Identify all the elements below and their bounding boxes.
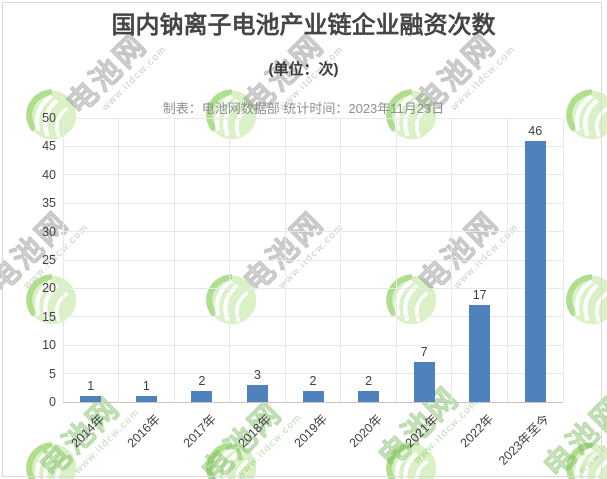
watermark-ball-logo-icon: [26, 89, 78, 141]
v-gridline: [506, 118, 508, 402]
bar-value-label: 1: [142, 379, 150, 393]
bar-value-label: 17: [472, 288, 487, 302]
watermark-ball-logo-icon: [386, 274, 438, 326]
x-axis-label-text: 2017年: [180, 411, 219, 451]
x-axis-label-text: 2018年: [235, 411, 275, 451]
y-tick-label: 20: [42, 281, 56, 296]
watermark-ball-logo-icon: [386, 89, 438, 141]
bar: [80, 396, 102, 402]
watermark-ball-logo-icon: [206, 274, 258, 326]
x-axis-label-text: 2020年: [346, 411, 386, 451]
h-gridline: [63, 174, 563, 176]
bar-value-label: 2: [198, 374, 206, 388]
y-tick-label: 45: [42, 139, 56, 154]
bar: [524, 141, 546, 402]
v-gridline: [118, 118, 120, 402]
v-gridline: [562, 118, 564, 402]
bar: [135, 396, 157, 402]
v-gridline: [173, 118, 175, 402]
v-gridline: [340, 118, 342, 402]
h-gridline: [63, 287, 563, 289]
bar-value-label: 3: [253, 368, 261, 382]
chart-header: 国内钠离子电池产业链企业融资次数 (单位：次) 制表：电池网数据部 统计时间：2…: [0, 0, 607, 117]
bar: [302, 391, 324, 402]
bar-value-label: 2: [309, 374, 317, 388]
bar: [358, 391, 380, 402]
h-gridline: [63, 202, 563, 204]
watermark-ball-logo-icon: [26, 274, 78, 326]
v-gridline: [395, 118, 397, 402]
h-gridline: [63, 231, 563, 233]
bar-value-label: 7: [420, 345, 428, 359]
y-tick-label: 35: [42, 196, 56, 211]
x-axis-line: [63, 401, 563, 403]
bar: [469, 305, 491, 402]
watermark-ball-logo-icon: [26, 442, 78, 479]
y-tick-label: 50: [42, 111, 56, 125]
bar-value-label: 2: [365, 374, 373, 388]
x-axis-label-text: 2014年: [69, 411, 108, 451]
x-axis-label-text: 2022年: [457, 411, 497, 451]
y-tick-label: 10: [42, 338, 56, 353]
watermark-ball-logo-icon: [206, 442, 258, 479]
v-gridline: [451, 118, 453, 402]
watermark-ball-logo-icon: [386, 442, 438, 479]
bar: [413, 362, 435, 402]
y-tick-label: 40: [42, 167, 56, 182]
y-tick-label: 25: [42, 253, 56, 267]
chart-unit-label: (单位：次): [268, 61, 339, 78]
v-gridline: [284, 118, 286, 402]
h-gridline: [63, 117, 563, 119]
y-tick-label: 5: [49, 366, 56, 381]
x-axis-label-text: 2023年至今: [495, 411, 552, 468]
bar-value-label: 46: [528, 124, 543, 138]
v-gridline: [62, 118, 64, 402]
y-tick-label: 0: [49, 395, 56, 409]
y-tick-label: 15: [42, 309, 56, 324]
x-axis-label-text: 2019年: [291, 411, 330, 451]
chart-title: 国内钠离子电池产业链企业融资次数: [111, 12, 496, 39]
chart-source-line: 制表：电池网数据部 统计时间：2023年11月23日: [162, 101, 445, 116]
bar: [191, 391, 213, 402]
h-gridline: [63, 344, 563, 346]
h-gridline: [63, 373, 563, 375]
x-axis-label-text: 2016年: [124, 411, 164, 451]
watermark-ball-logo-icon: [566, 89, 607, 141]
x-axis-label-text: 2021年: [402, 411, 441, 451]
watermark-ball-logo-icon: [566, 274, 607, 326]
h-gridline: [63, 259, 563, 261]
watermark-ball-logo-icon: [206, 89, 258, 141]
h-gridline: [63, 316, 563, 318]
v-gridline: [229, 118, 231, 402]
bar-value-label: 1: [87, 379, 95, 393]
bar: [246, 385, 268, 402]
y-tick-label: 30: [42, 224, 56, 239]
h-gridline: [63, 145, 563, 147]
watermark-ball-logo-icon: [566, 442, 607, 479]
